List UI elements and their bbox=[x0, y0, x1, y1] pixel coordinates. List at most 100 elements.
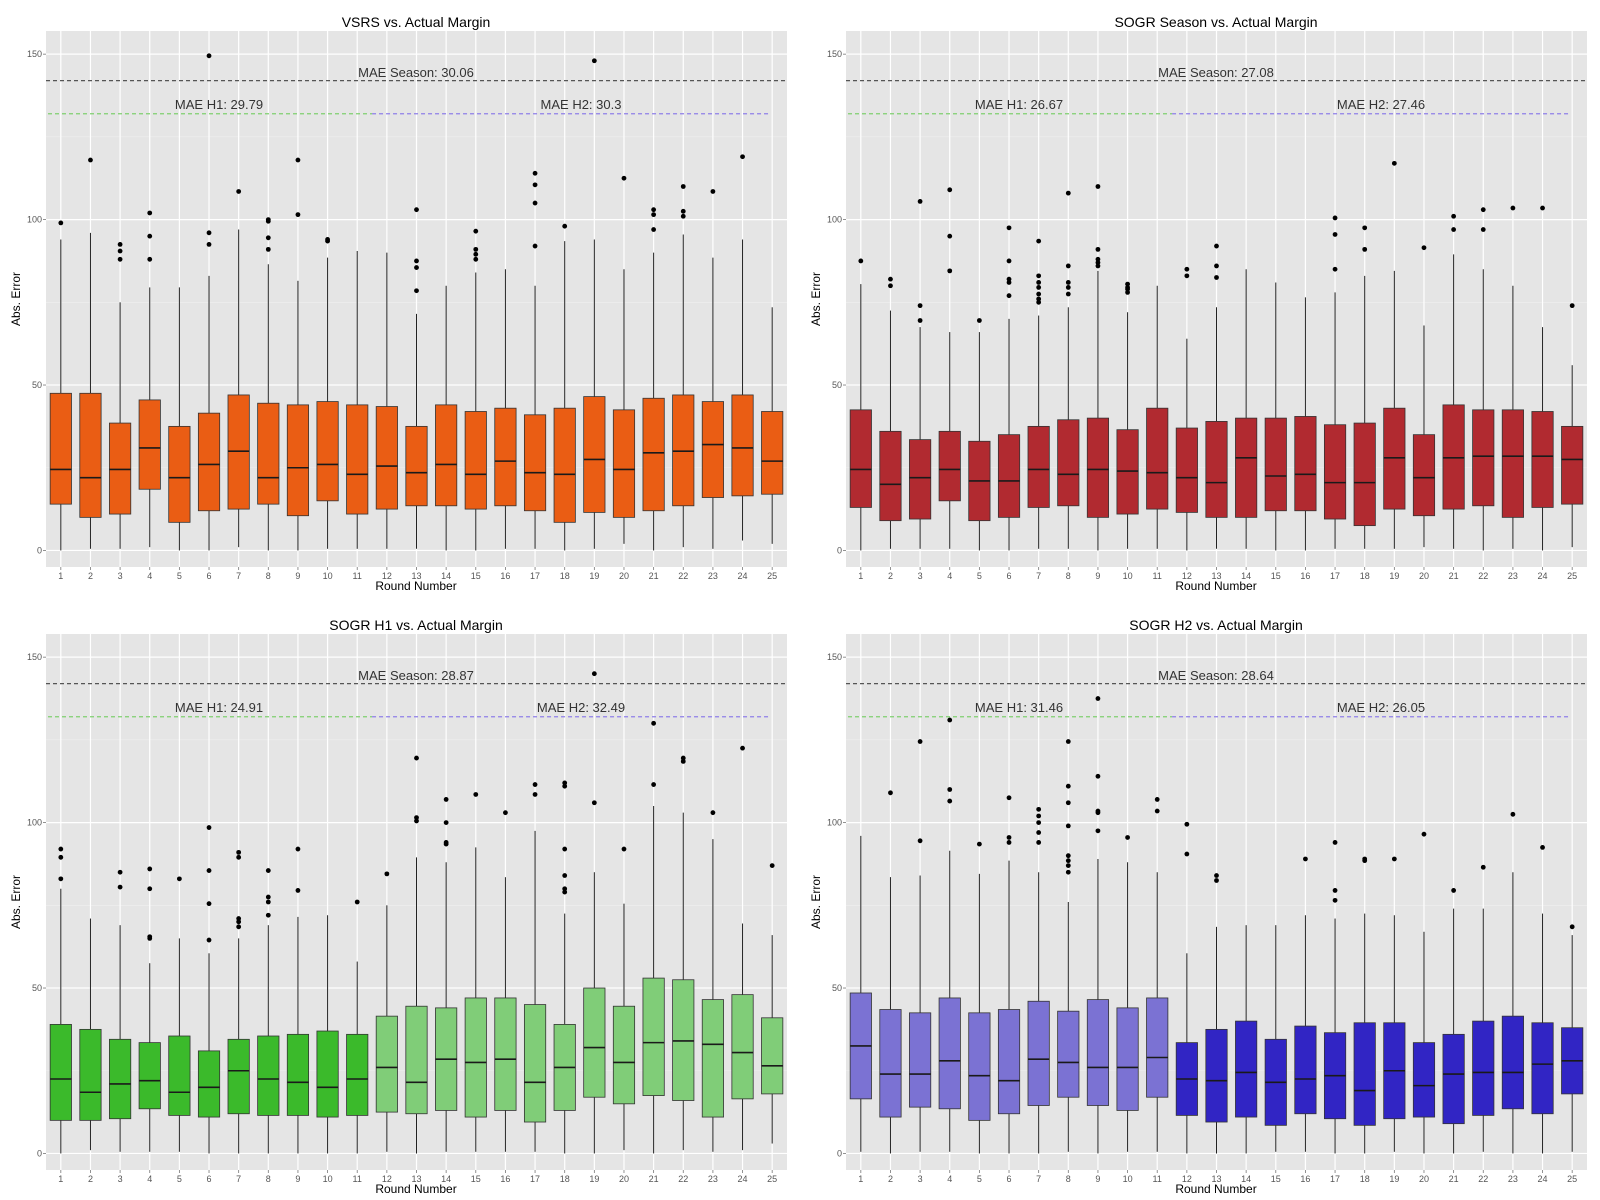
outlier-point bbox=[1095, 256, 1101, 262]
mae-reference-lines bbox=[846, 683, 1587, 718]
outlier-point bbox=[621, 175, 627, 181]
box bbox=[1561, 425, 1584, 505]
outlier-point bbox=[414, 207, 419, 213]
box bbox=[494, 997, 517, 1111]
box bbox=[761, 411, 784, 495]
outlier-point bbox=[147, 886, 153, 892]
box bbox=[138, 1042, 161, 1110]
outlier-point bbox=[443, 820, 449, 825]
mae-h1-label: MAE H1: 29.79 bbox=[175, 97, 263, 112]
outlier-point bbox=[1006, 280, 1012, 285]
outlier-point bbox=[236, 849, 242, 855]
x-tick-label: 14 bbox=[1241, 571, 1251, 581]
outlier-point bbox=[917, 838, 923, 844]
box bbox=[997, 1009, 1021, 1115]
box bbox=[701, 401, 724, 498]
outlier-point bbox=[680, 184, 686, 189]
outlier-point bbox=[1006, 795, 1012, 801]
outlier-point bbox=[1095, 828, 1101, 834]
outlier-point bbox=[443, 797, 449, 802]
y-tick-label: 150 bbox=[27, 49, 42, 59]
outlier-point bbox=[265, 899, 271, 905]
box bbox=[909, 439, 932, 520]
box bbox=[968, 1012, 991, 1121]
y-axis-title: Abs. Error bbox=[809, 272, 823, 326]
outlier-point bbox=[1095, 184, 1101, 189]
x-tick-label: 4 bbox=[147, 571, 152, 581]
box-marks bbox=[849, 696, 1584, 1154]
x-tick-label: 25 bbox=[767, 1174, 777, 1184]
outlier-point bbox=[117, 248, 123, 254]
box bbox=[257, 1035, 280, 1116]
box bbox=[938, 430, 961, 502]
chart-panel-sogr-h1: SOGR H1 vs. Actual Margin MAE Season: 28… bbox=[9, 617, 787, 1196]
box bbox=[1116, 1007, 1139, 1111]
outlier-point bbox=[1540, 205, 1545, 211]
box bbox=[553, 407, 576, 523]
x-tick-labels: 1 2 3 4 5 6 7 8 9 10 11 12 13 14 15 16 1… bbox=[58, 571, 777, 581]
outlier-point bbox=[354, 899, 360, 905]
x-tick-label: 16 bbox=[500, 1174, 510, 1184]
outlier-point bbox=[117, 884, 123, 890]
box bbox=[731, 394, 754, 497]
chart-title: VSRS vs. Actual Margin bbox=[342, 14, 491, 30]
x-tick-label: 23 bbox=[708, 571, 718, 581]
outlier-point bbox=[1065, 853, 1071, 859]
y-tick-labels: 0 50 100 150 bbox=[827, 652, 842, 1158]
x-tick-label: 24 bbox=[1538, 571, 1548, 581]
outlier-point bbox=[947, 268, 953, 274]
outlier-point bbox=[1451, 227, 1457, 232]
outlier-point bbox=[473, 792, 479, 797]
x-tick-label: 2 bbox=[88, 571, 93, 581]
x-tick-label: 21 bbox=[649, 1174, 659, 1184]
x-tick-label: 13 bbox=[411, 1174, 421, 1184]
outlier-point bbox=[562, 223, 568, 229]
outlier-point bbox=[117, 242, 123, 247]
x-tick-label: 6 bbox=[207, 571, 212, 581]
box bbox=[1353, 422, 1376, 527]
y-tick-label: 0 bbox=[837, 1148, 842, 1158]
box bbox=[375, 1015, 398, 1113]
box bbox=[464, 997, 487, 1118]
y-tick-label: 150 bbox=[827, 49, 842, 59]
outlier-point bbox=[532, 782, 538, 787]
outlier-point bbox=[1095, 696, 1101, 701]
outlier-point bbox=[947, 787, 953, 792]
x-axis-title: Round Number bbox=[375, 1182, 456, 1196]
x-tick-label: 6 bbox=[1007, 1174, 1012, 1184]
outlier-point bbox=[206, 901, 212, 907]
outlier-point bbox=[710, 810, 716, 816]
x-tick-label: 22 bbox=[1478, 571, 1488, 581]
outlier-point bbox=[117, 256, 123, 262]
outlier-point bbox=[1006, 258, 1012, 264]
outlier-point bbox=[1214, 873, 1219, 878]
x-tick-label: 10 bbox=[323, 1174, 333, 1184]
outlier-point bbox=[680, 755, 686, 761]
box-marks bbox=[49, 671, 784, 1154]
x-tick-label: 22 bbox=[678, 1174, 688, 1184]
outlier-point bbox=[651, 212, 657, 218]
outlier-point bbox=[1332, 897, 1338, 903]
box bbox=[1501, 409, 1524, 518]
outlier-point bbox=[1065, 190, 1071, 196]
x-tick-label: 12 bbox=[382, 571, 392, 581]
box bbox=[138, 399, 161, 490]
x-tick-label: 8 bbox=[266, 571, 271, 581]
box bbox=[849, 409, 872, 508]
outlier-point bbox=[1095, 773, 1101, 779]
x-tick-label: 23 bbox=[708, 1174, 718, 1184]
outlier-point bbox=[917, 303, 923, 309]
x-tick-label: 14 bbox=[441, 1174, 451, 1184]
box-marks bbox=[49, 53, 784, 551]
box bbox=[1294, 1025, 1317, 1115]
mae-h1-label: MAE H1: 26.67 bbox=[975, 97, 1063, 112]
outlier-point bbox=[414, 818, 419, 824]
outlier-point bbox=[176, 876, 182, 882]
x-tick-label: 22 bbox=[1478, 1174, 1488, 1184]
outlier-point bbox=[414, 258, 419, 264]
x-tick-label: 17 bbox=[1330, 1174, 1340, 1184]
y-axis-title: Abs. Error bbox=[9, 875, 23, 929]
x-tick-label: 5 bbox=[177, 1174, 182, 1184]
x-tick-label: 8 bbox=[266, 1174, 271, 1184]
x-tick-label: 2 bbox=[888, 1174, 893, 1184]
